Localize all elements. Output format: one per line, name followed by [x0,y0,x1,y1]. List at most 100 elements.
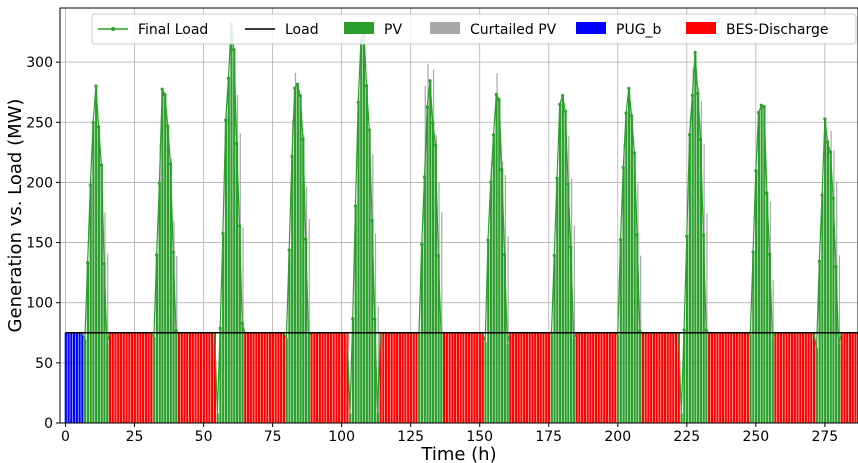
final-load-marker [569,245,573,249]
bes-discharge-bar [407,332,410,423]
legend-swatch [344,22,374,34]
bes-discharge-bar [650,332,653,423]
bes-discharge-bar [382,332,385,423]
pv-bar [702,234,705,423]
final-load-marker [491,133,496,137]
bes-discharge-bar [211,332,214,423]
bes-discharge-bar [313,332,316,423]
bes-discharge-bar [793,332,796,423]
bes-discharge-bar [514,332,517,423]
pv-bar [360,39,363,423]
bes-discharge-bar [652,332,656,423]
pv-bar [95,85,98,424]
bes-discharge-bar [456,332,459,423]
pv-bar [169,164,172,423]
bes-discharge-bar [708,332,711,423]
y-tick-label: 50 [35,356,53,372]
pv-bar [224,120,228,423]
bes-discharge-bar [812,332,816,423]
bes-discharge-bar [412,332,415,423]
pv-bar [567,184,570,423]
legend-swatch [576,22,606,34]
bes-discharge-bar [119,332,123,423]
bes-discharge-bar [796,332,799,423]
pv-bar [818,261,821,423]
pv-bar [371,220,374,423]
final-load-marker [558,102,562,106]
bes-discharge-bar [108,332,112,423]
pv-bar [550,332,553,423]
bes-discharge-bar [183,332,186,423]
pug-b-bar [64,332,67,423]
x-tick-label: 275 [811,429,838,445]
pv-bar [153,337,156,423]
final-load-marker [166,124,170,128]
pv-bar [760,105,763,423]
pv-bar [556,178,559,423]
bes-discharge-bar [512,332,515,423]
pv-bar [697,93,700,423]
pv-bar [503,254,506,423]
bes-discharge-bar [542,332,545,423]
final-load-marker [353,204,358,208]
bes-discharge-bar [280,332,283,423]
final-load-marker [831,196,835,200]
final-load-marker [632,151,636,155]
x-tick-label: 25 [126,429,144,445]
bes-discharge-bar [180,332,183,423]
legend-box [91,13,857,45]
final-load-marker [232,48,236,52]
pug-b-bar [81,332,84,423]
bes-discharge-bar [208,332,211,423]
final-load-marker [431,121,435,125]
bes-discharge-bar [658,332,661,423]
pv-bar [763,106,766,423]
bes-discharge-bar [445,332,448,423]
final-load-marker [682,328,686,332]
final-load-marker [693,50,697,55]
legend-label: Load [285,22,319,38]
final-load-marker [301,137,305,141]
bes-discharge-bar [191,332,194,423]
pv-bar [771,338,774,423]
bes-discharge-bar [324,332,327,423]
bes-discharge-bar [746,332,749,423]
legend-label: Final Load [138,22,208,38]
final-load-marker [552,253,556,258]
y-tick-label: 200 [26,175,53,191]
bes-discharge-bar [186,332,189,423]
bes-discharge-bar [335,332,338,423]
bes-discharge-bar [531,332,534,423]
pv-bar [824,118,827,423]
final-load-marker [497,97,501,102]
bes-discharge-bar [644,332,647,423]
final-load-marker [218,326,222,330]
final-load-marker [433,143,438,147]
bes-discharge-bar [459,332,462,423]
final-load-marker [690,93,694,97]
final-load-marker [765,191,769,195]
y-tick-label: 100 [26,296,53,312]
pv-bar [680,413,683,423]
x-tick-label: 150 [466,429,493,445]
bes-discharge-bar [782,332,785,423]
x-tick-label: 0 [61,429,70,445]
bes-discharge-bar [327,332,330,423]
bes-discharge-bar [451,332,454,423]
pv-bar [625,113,628,423]
final-load-marker [221,231,225,236]
bes-discharge-bar [147,332,150,423]
bes-discharge-bar [257,332,261,423]
final-load-marker [618,237,623,242]
bes-discharge-bar [801,332,805,423]
bes-discharge-bar [846,332,849,423]
bes-discharge-bar [197,332,200,423]
bes-discharge-bar [390,332,393,423]
bes-discharge-bar [114,332,117,423]
pv-bar [158,183,161,423]
curtailed-pv-bar [441,212,443,423]
bes-discharge-bar [710,332,714,423]
pv-bar [100,165,103,423]
pv-bar [161,89,164,424]
